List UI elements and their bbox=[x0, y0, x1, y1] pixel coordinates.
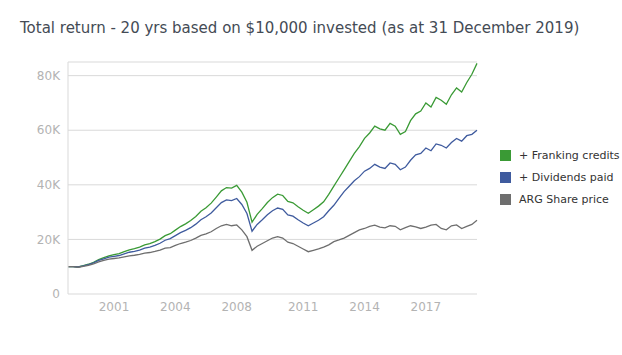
svg-text:40K: 40K bbox=[37, 178, 61, 192]
svg-text:2011: 2011 bbox=[288, 300, 319, 314]
svg-text:0: 0 bbox=[52, 287, 60, 301]
svg-text:20K: 20K bbox=[37, 233, 61, 247]
svg-text:60K: 60K bbox=[37, 123, 61, 137]
svg-text:2008: 2008 bbox=[221, 300, 252, 314]
svg-text:2017: 2017 bbox=[411, 300, 442, 314]
html-text:Total return - 20 yrs based on: Total return - 20 yrs based on $10,000 i… bbox=[20, 19, 580, 37]
html-text:+ Dividends paid: + Dividends paid bbox=[519, 170, 614, 184]
html-text:ARG Share price: ARG Share price bbox=[519, 192, 609, 206]
html-text:+ Franking credits: + Franking credits bbox=[519, 148, 620, 162]
svg-text:2001: 2001 bbox=[99, 300, 130, 314]
svg-text:2004: 2004 bbox=[160, 300, 191, 314]
svg-text:2014: 2014 bbox=[349, 300, 380, 314]
svg-text:80K: 80K bbox=[37, 69, 61, 83]
